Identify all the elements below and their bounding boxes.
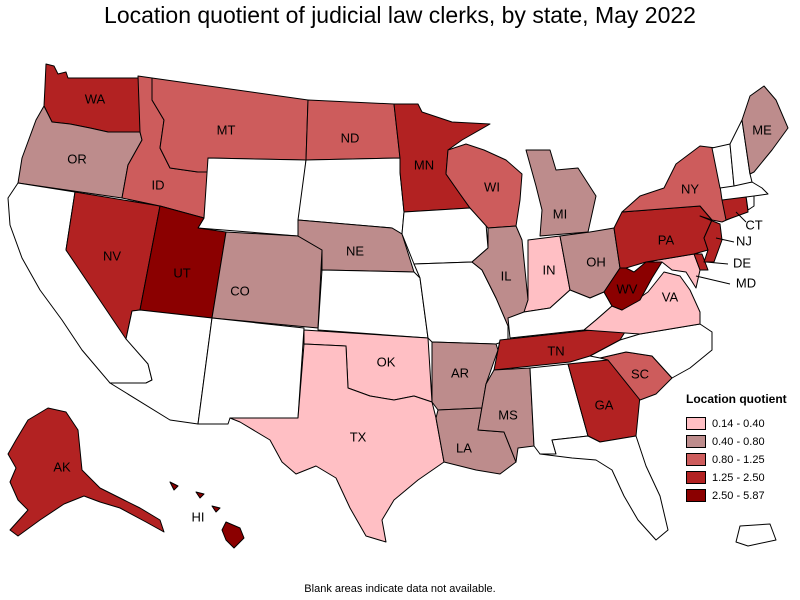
label-mi: MI [553, 206, 567, 221]
label-ut: UT [173, 265, 190, 280]
state-me[interactable] [741, 85, 789, 175]
legend-swatch [686, 489, 706, 502]
label-nv: NV [103, 248, 121, 263]
legend-item: 0.80 - 1.25 [686, 452, 796, 467]
label-me: ME [752, 122, 772, 137]
state-ri[interactable] [745, 195, 755, 211]
state-nm[interactable] [197, 317, 305, 425]
callout-line-md [695, 275, 731, 285]
label-sc: SC [631, 366, 649, 381]
state-tx[interactable] [229, 343, 445, 543]
label-wv: WV [617, 281, 638, 296]
legend: Location quotient 0.14 - 0.40 0.40 - 0.80… [686, 392, 796, 506]
label-ok: OK [377, 354, 396, 369]
label-oh: OH [586, 254, 606, 269]
label-md: MD [736, 275, 756, 290]
state-nj[interactable] [699, 215, 723, 263]
legend-swatch [686, 453, 706, 466]
label-mn: MN [414, 157, 434, 172]
state-il[interactable] [471, 225, 529, 327]
label-nj: NJ [736, 233, 752, 248]
legend-item: 0.14 - 0.40 [686, 416, 796, 431]
state-wi[interactable] [445, 143, 523, 229]
footnote: Blank areas indicate data not available. [304, 583, 496, 595]
label-in: IN [543, 262, 556, 277]
state-labels: WA OR NV ID MT UT CO ND NE OK TX MN AR L… [53, 91, 772, 524]
label-wa: WA [85, 91, 106, 106]
label-ct: CT [745, 217, 762, 232]
label-hi: HI [192, 509, 205, 524]
callout-line-de [705, 261, 729, 265]
label-co: CO [230, 283, 250, 298]
map-title: Location quotient of judicial law clerks… [104, 2, 696, 28]
state-ks[interactable] [317, 269, 429, 339]
label-ar: AR [451, 365, 469, 380]
callout-line-nj [715, 237, 735, 243]
label-va: VA [662, 289, 679, 304]
label-nd: ND [341, 130, 360, 145]
label-ak: AK [53, 459, 71, 474]
state-va[interactable] [583, 271, 701, 335]
legend-items: 0.14 - 0.40 0.40 - 0.80 0.80 - 1.25 1.25 - … [686, 416, 796, 503]
state-de[interactable] [693, 253, 709, 271]
label-ny: NY [681, 181, 699, 196]
label-id: ID [152, 177, 165, 192]
legend-swatch [686, 417, 706, 430]
label-wi: WI [484, 179, 500, 194]
label-de: DE [733, 255, 751, 270]
callout-line-ct [735, 211, 747, 223]
label-pa: PA [658, 232, 675, 247]
state-nc[interactable] [589, 323, 713, 379]
label-mt: MT [217, 122, 236, 137]
legend-label: 0.80 - 1.25 [712, 453, 765, 466]
state-hi[interactable] [169, 481, 245, 549]
legend-label: 2.50 - 5.87 [712, 489, 765, 502]
legend-swatch [686, 435, 706, 448]
legend-swatch [686, 471, 706, 484]
label-ms: MS [498, 407, 518, 422]
label-tn: TN [547, 343, 564, 358]
label-or: OR [67, 151, 87, 166]
state-pr[interactable] [735, 523, 777, 547]
legend-item: 1.25 - 2.50 [686, 470, 796, 485]
legend-label: 0.14 - 0.40 [712, 417, 765, 430]
legend-label: 0.40 - 0.80 [712, 435, 765, 448]
state-mi[interactable] [525, 149, 597, 237]
state-nh[interactable] [729, 119, 753, 187]
legend-item: 0.40 - 0.80 [686, 434, 796, 449]
state-co[interactable] [211, 231, 323, 329]
state-wy[interactable] [197, 157, 307, 237]
state-ia[interactable] [401, 207, 489, 265]
legend-label: 1.25 - 2.50 [712, 471, 765, 484]
state-ak[interactable] [7, 407, 165, 537]
label-ga: GA [595, 397, 614, 412]
label-ne: NE [346, 243, 364, 258]
label-tx: TX [350, 429, 367, 444]
label-il: IL [501, 268, 512, 283]
legend-item: 2.50 - 5.87 [686, 488, 796, 503]
legend-title: Location quotient [686, 392, 787, 406]
state-fl[interactable] [539, 435, 669, 541]
label-la: LA [456, 440, 472, 455]
